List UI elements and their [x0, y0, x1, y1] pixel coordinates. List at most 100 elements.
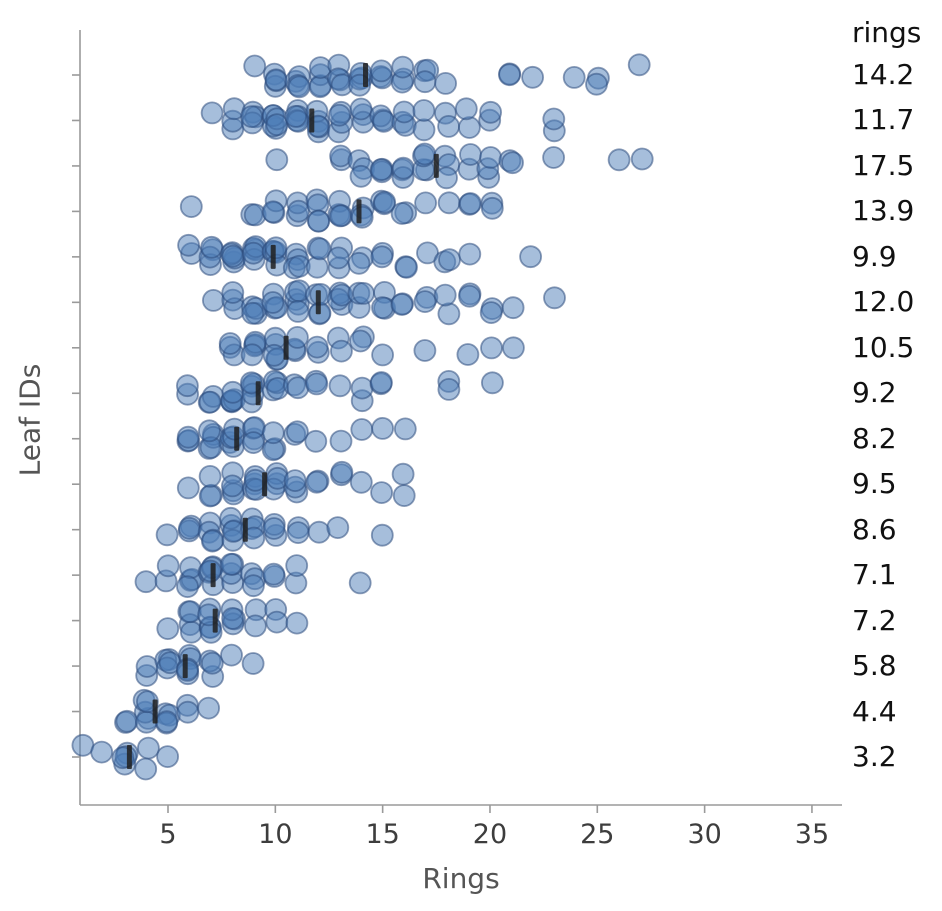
row-label: 14.2: [852, 58, 915, 91]
data-point: [413, 339, 437, 362]
row-points: [200, 97, 566, 144]
row-points: [175, 369, 504, 414]
data-point: [262, 517, 286, 540]
data-point: [350, 205, 374, 229]
data-point: [262, 343, 286, 367]
data-point: [134, 570, 158, 594]
data-point: [219, 552, 243, 576]
data-point: [177, 233, 201, 257]
mean-marker: [212, 608, 218, 633]
row-label: 7.2: [852, 603, 897, 637]
data-point: [352, 281, 375, 305]
data-point: [371, 343, 395, 367]
data-point: [90, 740, 114, 764]
data-point: [369, 158, 393, 182]
data-point: [370, 523, 394, 547]
data-point: [327, 103, 351, 127]
data-point: [501, 151, 524, 175]
mean-marker: [152, 699, 158, 724]
data-point: [480, 196, 504, 220]
data-point: [350, 418, 374, 441]
data-point: [243, 614, 267, 638]
data-point: [201, 288, 225, 312]
row-points: [71, 733, 180, 781]
mean-marker: [182, 654, 188, 679]
data-point: [285, 420, 309, 444]
data-point: [305, 335, 329, 359]
row-label: 12.0: [852, 285, 915, 319]
data-point: [220, 474, 244, 498]
data-point: [265, 148, 289, 172]
data-point: [197, 696, 221, 720]
data-point: [284, 105, 308, 128]
data-point: [287, 199, 311, 223]
data-point: [262, 562, 286, 586]
data-point: [220, 643, 243, 667]
row-label: 8.2: [852, 421, 897, 455]
row-points: [135, 643, 265, 688]
data-point: [349, 164, 373, 188]
data-point: [241, 652, 265, 675]
data-point: [200, 651, 224, 675]
data-point: [71, 733, 95, 757]
data-point: [393, 417, 417, 441]
data-point: [458, 242, 482, 266]
data-point: [328, 374, 352, 398]
data-point: [283, 469, 307, 493]
data-point: [562, 66, 586, 89]
data-point: [243, 54, 267, 78]
data-point: [479, 146, 503, 169]
row-label: 3.2: [852, 740, 897, 773]
data-point: [261, 200, 285, 224]
data-point: [329, 339, 353, 363]
data-point: [176, 575, 199, 598]
data-point: [479, 100, 503, 124]
data-point: [221, 281, 245, 304]
data-point: [349, 97, 373, 121]
data-point: [454, 97, 478, 121]
data-point: [413, 70, 437, 94]
data-point: [198, 390, 222, 414]
row-points: [176, 416, 417, 462]
data-point: [285, 325, 309, 349]
row-points: [243, 53, 651, 99]
row-label: 5.8: [852, 649, 897, 683]
data-point: [326, 246, 350, 270]
mean-marker: [433, 153, 439, 178]
legend-title: rings: [852, 16, 922, 49]
data-point: [435, 166, 458, 190]
y-axis-label: Leaf IDs: [13, 363, 47, 477]
data-point: [391, 462, 415, 486]
data-point: [221, 244, 245, 268]
data-point: [198, 484, 222, 508]
row-points: [134, 552, 372, 598]
data-point: [370, 245, 394, 269]
data-point: [347, 251, 371, 275]
data-point: [221, 607, 245, 630]
x-tick-label: 30: [687, 819, 721, 850]
row-points: [177, 233, 542, 280]
data-point: [241, 301, 265, 325]
data-point: [176, 700, 200, 724]
data-point: [457, 116, 481, 139]
mean-marker: [234, 426, 240, 451]
data-point: [479, 301, 503, 325]
data-point: [287, 75, 311, 99]
mean-marker: [309, 108, 315, 133]
data-point: [502, 336, 525, 360]
data-point: [434, 72, 458, 95]
data-point: [286, 299, 310, 323]
mean-marker: [210, 563, 216, 588]
data-point: [241, 574, 265, 598]
data-point: [200, 529, 224, 553]
data-point: [392, 100, 416, 124]
data-point: [155, 710, 179, 734]
data-point: [371, 296, 394, 320]
data-point: [501, 296, 525, 320]
mean-marker: [255, 381, 261, 406]
data-point: [328, 204, 352, 228]
data-point: [197, 419, 221, 443]
mean-marker: [356, 199, 362, 224]
row-points: [156, 597, 309, 644]
